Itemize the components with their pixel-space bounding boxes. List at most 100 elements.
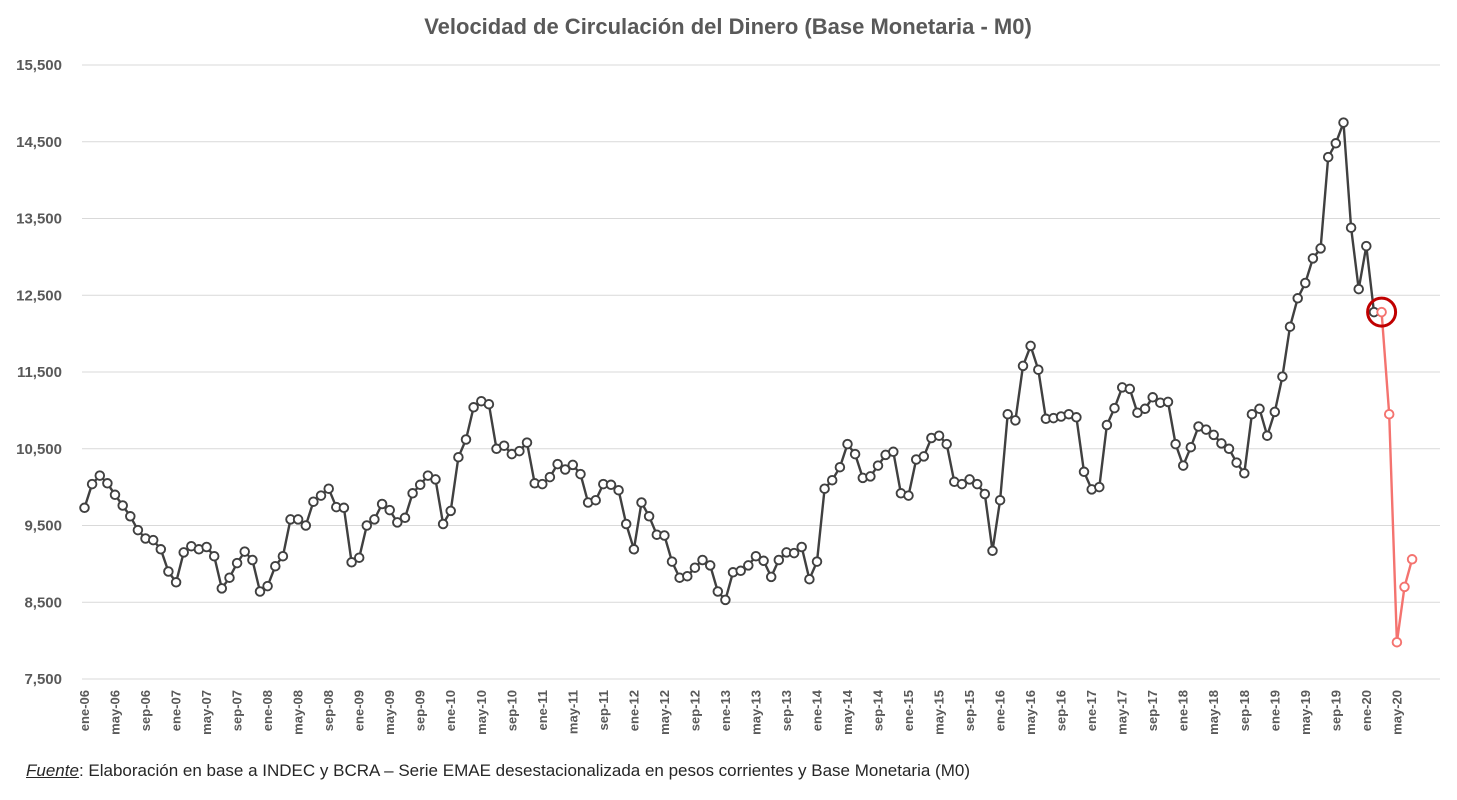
data-point (1399, 581, 1410, 593)
x-tick-label: ene-07 (169, 690, 184, 731)
series-line (1380, 312, 1414, 644)
x-tick-label: may-12 (657, 690, 672, 735)
data-point (155, 544, 167, 555)
data-point (1078, 466, 1090, 478)
data-point (292, 514, 304, 525)
x-tick-label: sep-09 (413, 690, 428, 731)
data-point (1017, 360, 1029, 372)
data-point (361, 520, 373, 531)
data-point (956, 478, 968, 490)
data-point (1002, 408, 1013, 420)
data-point (224, 572, 235, 583)
data-point (514, 445, 525, 457)
data-point (1353, 283, 1364, 295)
x-tick-label: sep-14 (871, 689, 886, 731)
data-point (666, 556, 678, 567)
data-point (788, 547, 800, 559)
chart-title: Velocidad de Circulación del Dinero (Bas… (424, 14, 1032, 39)
data-point (453, 451, 464, 463)
data-point (1383, 408, 1395, 420)
x-tick-label: may-17 (1115, 690, 1130, 735)
data-point (1376, 306, 1387, 318)
data-point (270, 560, 281, 572)
source-footnote: Fuente: Elaboración en base a INDEC y BC… (26, 761, 970, 781)
data-point (498, 440, 510, 451)
data-point (109, 489, 121, 501)
x-tick-label: may-18 (1206, 690, 1221, 735)
x-tick-label: ene-13 (718, 690, 733, 731)
data-point (1322, 151, 1334, 163)
data-point (811, 556, 823, 567)
data-point (102, 478, 113, 489)
data-point (1231, 457, 1242, 468)
series-line (83, 121, 1376, 602)
data-point (575, 468, 586, 480)
x-tick-label: sep-18 (1237, 690, 1252, 731)
x-tick-label: ene-12 (626, 690, 641, 731)
data-point (1101, 419, 1113, 431)
data-point (994, 494, 1006, 506)
x-tick-label: sep-15 (962, 690, 977, 731)
data-point (765, 571, 777, 583)
source-text: : Elaboración en base a INDEC y BCRA – S… (78, 761, 970, 780)
data-point (804, 573, 815, 585)
y-tick-label: 9,500 (24, 518, 62, 535)
data-point (1292, 293, 1303, 304)
data-point (834, 461, 846, 473)
data-point (704, 560, 716, 571)
data-point (888, 446, 899, 458)
x-tick-label: ene-14 (809, 689, 824, 731)
x-tick-label: may-14 (840, 689, 855, 735)
data-point (613, 484, 624, 496)
x-tick-label: may-16 (1023, 690, 1038, 735)
y-tick-label: 7,500 (24, 671, 62, 688)
data-point (231, 557, 243, 569)
x-tick-label: ene-20 (1359, 690, 1374, 731)
x-tick-label: may-08 (291, 690, 306, 735)
x-tick-label: sep-11 (596, 690, 611, 730)
data-point (384, 504, 395, 516)
x-tick-label: sep-16 (1054, 690, 1069, 731)
highlight-ring (1366, 296, 1398, 328)
data-point (262, 580, 273, 592)
data-point (1338, 117, 1349, 128)
data-point (369, 514, 380, 525)
x-tick-label: may-09 (382, 690, 397, 735)
data-point (1094, 481, 1105, 493)
y-tick-label: 14,500 (16, 134, 62, 151)
y-tick-label: 12,500 (16, 287, 62, 304)
data-point (712, 586, 724, 597)
data-point (1307, 253, 1319, 264)
data-point (1300, 277, 1311, 289)
data-point (79, 502, 90, 514)
source-label: Fuente (26, 761, 79, 780)
data-point (544, 471, 556, 483)
data-point (125, 511, 136, 522)
data-point (1391, 636, 1403, 648)
data-point (178, 547, 189, 558)
x-tick-label: sep-08 (321, 690, 336, 731)
data-point (468, 402, 479, 413)
data-point (1254, 403, 1265, 415)
data-point (758, 555, 769, 567)
x-tick-label: may-15 (932, 690, 947, 735)
data-point (605, 479, 617, 491)
x-tick-label: ene-06 (77, 690, 92, 731)
data-point (300, 520, 312, 531)
data-point (750, 550, 762, 562)
data-point (201, 541, 212, 553)
x-tick-label: may-06 (108, 690, 123, 735)
data-point (636, 497, 647, 508)
data-point (208, 550, 220, 562)
data-point (338, 502, 350, 514)
data-point (773, 554, 785, 566)
data-point (1162, 396, 1174, 408)
x-tick-label: sep-13 (779, 690, 794, 731)
data-point (628, 544, 640, 555)
data-point (559, 464, 571, 475)
data-point (682, 570, 693, 582)
gridlines (82, 64, 1440, 680)
data-point (643, 511, 655, 522)
data-point (1406, 554, 1418, 565)
data-point (315, 490, 327, 501)
